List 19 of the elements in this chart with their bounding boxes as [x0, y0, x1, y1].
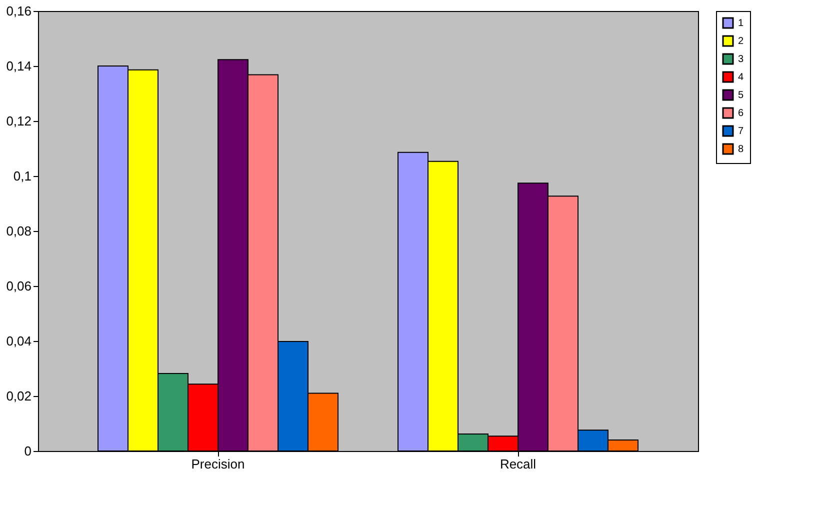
legend-label: 3	[738, 54, 744, 65]
legend-label: 4	[738, 72, 744, 83]
legend-label: 6	[738, 108, 744, 119]
y-tick-label: 0,08	[6, 224, 32, 238]
legend-label: 2	[738, 36, 744, 47]
legend-label: 1	[738, 18, 744, 29]
legend-label: 5	[738, 90, 744, 101]
y-tick-label: 0,12	[6, 114, 32, 128]
y-tick-label: 0,16	[6, 4, 32, 18]
y-tick-label: 0,02	[6, 388, 32, 404]
y-tick-label: 0,14	[6, 58, 32, 74]
y-tick-label: 0	[24, 444, 32, 458]
x-tick-label: Recall	[500, 456, 536, 472]
legend-label: 7	[738, 126, 744, 137]
y-tick-label: 0,06	[6, 278, 32, 294]
y-tick-label: 0,04	[6, 334, 32, 348]
legend-label: 8	[738, 144, 744, 155]
y-tick-label: 0,1	[13, 168, 32, 184]
x-tick-label: Precision	[191, 456, 245, 472]
